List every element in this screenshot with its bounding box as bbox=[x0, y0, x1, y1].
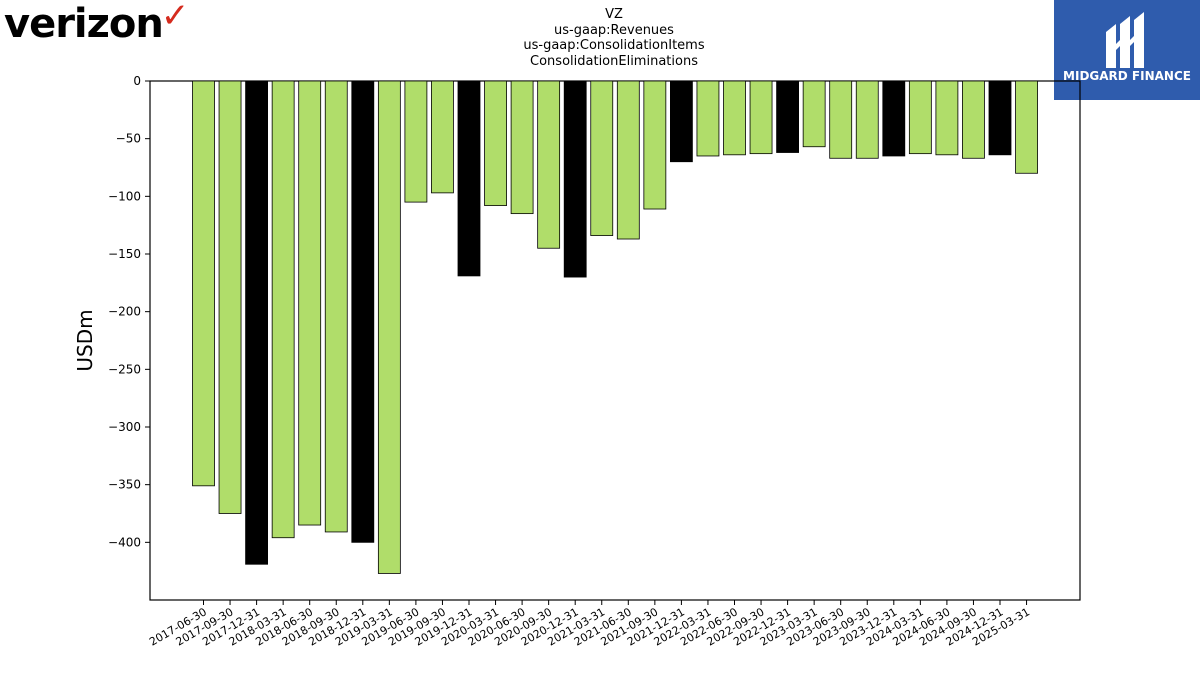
plot-frame bbox=[149, 80, 1081, 601]
checkmark-icon: ✓ bbox=[160, 0, 189, 36]
bar bbox=[218, 80, 242, 514]
bar bbox=[351, 80, 375, 543]
verizon-logo: verizon✓ bbox=[4, 0, 189, 50]
verizon-logo-text: verizon bbox=[4, 1, 164, 47]
bar bbox=[590, 80, 614, 236]
bar bbox=[298, 80, 322, 526]
y-axis-label: USDm bbox=[73, 309, 97, 371]
bar bbox=[855, 80, 879, 159]
y-tick-label: −250 bbox=[108, 362, 141, 376]
y-tick-label: −350 bbox=[108, 478, 141, 492]
bar bbox=[723, 80, 746, 156]
bar bbox=[776, 80, 799, 153]
bar bbox=[696, 80, 720, 157]
bar bbox=[749, 80, 773, 155]
chart-title: VZ us-gaap:Revenues us-gaap:Consolidatio… bbox=[464, 7, 764, 69]
bar bbox=[988, 80, 1012, 156]
y-tick-label: −150 bbox=[108, 247, 141, 261]
bar bbox=[457, 80, 481, 277]
midgard-brand-text: MIDGARD FINANCE bbox=[1063, 69, 1191, 83]
y-tick-label: 0 bbox=[133, 74, 141, 88]
chart-title-line: VZ bbox=[605, 7, 623, 22]
bar bbox=[192, 80, 215, 487]
y-tick-label: −50 bbox=[116, 132, 141, 146]
chart-title-line: ConsolidationEliminations bbox=[530, 53, 698, 69]
midgard-mark-icon bbox=[1106, 12, 1144, 68]
bar bbox=[616, 80, 640, 240]
chart-title-line: us-gaap:Revenues bbox=[554, 22, 674, 38]
midgard-finance-logo: MIDGARD FINANCE bbox=[1054, 0, 1200, 100]
y-tick-label: −100 bbox=[108, 189, 141, 203]
bar bbox=[670, 80, 693, 163]
chart-title-line: us-gaap:ConsolidationItems bbox=[523, 38, 705, 53]
bar bbox=[324, 80, 348, 533]
bar bbox=[537, 80, 561, 249]
bar bbox=[908, 80, 932, 155]
bar bbox=[935, 80, 959, 156]
bar bbox=[510, 80, 534, 215]
bar bbox=[271, 80, 295, 539]
bar bbox=[563, 80, 587, 278]
bar bbox=[882, 80, 906, 157]
bar bbox=[1015, 80, 1038, 174]
y-tick-label: −400 bbox=[108, 535, 141, 549]
bar bbox=[643, 80, 667, 210]
y-tick-label: −200 bbox=[108, 305, 141, 319]
bar bbox=[431, 80, 454, 194]
bar bbox=[829, 80, 853, 159]
bar bbox=[404, 80, 428, 203]
bar bbox=[484, 80, 507, 206]
bar bbox=[802, 80, 826, 148]
y-tick-label: −300 bbox=[108, 420, 141, 434]
bar bbox=[377, 80, 401, 574]
bar bbox=[245, 80, 269, 565]
bar bbox=[962, 80, 985, 159]
